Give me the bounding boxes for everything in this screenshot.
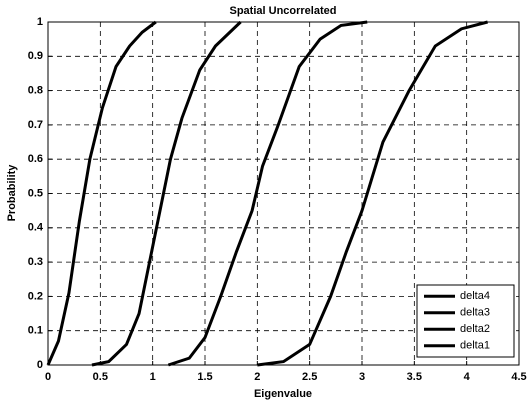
y-tick-label: 1 bbox=[37, 16, 43, 28]
x-tick-label: 2.5 bbox=[302, 371, 317, 383]
x-tick-label: 1.5 bbox=[197, 371, 212, 383]
x-tick-label: 1 bbox=[150, 371, 156, 383]
x-tick-label: 0 bbox=[45, 371, 51, 383]
plot-frame bbox=[47, 21, 520, 366]
legend-label: delta2 bbox=[460, 323, 490, 335]
x-axis-label: Eigenvalue bbox=[254, 388, 312, 400]
y-tick-label: 0.7 bbox=[28, 119, 43, 131]
y-tick-label: 0.1 bbox=[28, 325, 43, 337]
line-series bbox=[257, 20, 488, 367]
y-tick-label: 0.3 bbox=[28, 256, 43, 268]
x-tick-label: 3 bbox=[359, 371, 365, 383]
line-series bbox=[167, 20, 368, 367]
y-tick-label: 0.2 bbox=[28, 290, 43, 302]
x-tick-label: 3.5 bbox=[407, 371, 422, 383]
line-series bbox=[46, 20, 157, 366]
x-tick-label: 2 bbox=[254, 371, 260, 383]
x-tick-label: 4 bbox=[464, 371, 471, 383]
y-tick-label: 0.5 bbox=[28, 187, 43, 199]
legend-label: delta1 bbox=[460, 340, 490, 352]
line-series bbox=[91, 20, 242, 367]
y-tick-label: 0.6 bbox=[28, 153, 43, 165]
chart-title: Spatial Uncorrelated bbox=[230, 5, 337, 17]
y-tick-label: 0.4 bbox=[28, 222, 44, 234]
y-tick-label: 0.8 bbox=[28, 85, 43, 97]
y-axis-label: Probability bbox=[6, 164, 18, 222]
legend-label: delta4 bbox=[460, 290, 490, 302]
y-tick-label: 0.9 bbox=[28, 50, 43, 62]
x-tick-label: 4.5 bbox=[511, 371, 526, 383]
x-tick-label: 0.5 bbox=[93, 371, 108, 383]
legend-label: delta3 bbox=[460, 307, 490, 319]
y-tick-label: 0 bbox=[37, 359, 43, 371]
